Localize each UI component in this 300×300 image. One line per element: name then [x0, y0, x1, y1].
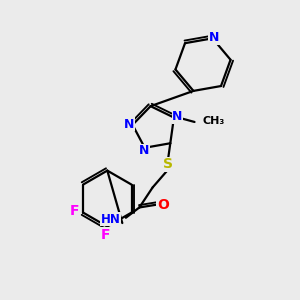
Text: F: F [70, 204, 80, 218]
Text: N: N [172, 110, 183, 124]
Text: HN: HN [101, 213, 121, 226]
Text: N: N [139, 144, 149, 157]
Text: N: N [209, 31, 219, 44]
Text: N: N [124, 118, 134, 131]
Text: CH₃: CH₃ [203, 116, 225, 126]
Text: O: O [157, 197, 169, 212]
Text: F: F [101, 228, 111, 242]
Text: S: S [163, 158, 173, 172]
